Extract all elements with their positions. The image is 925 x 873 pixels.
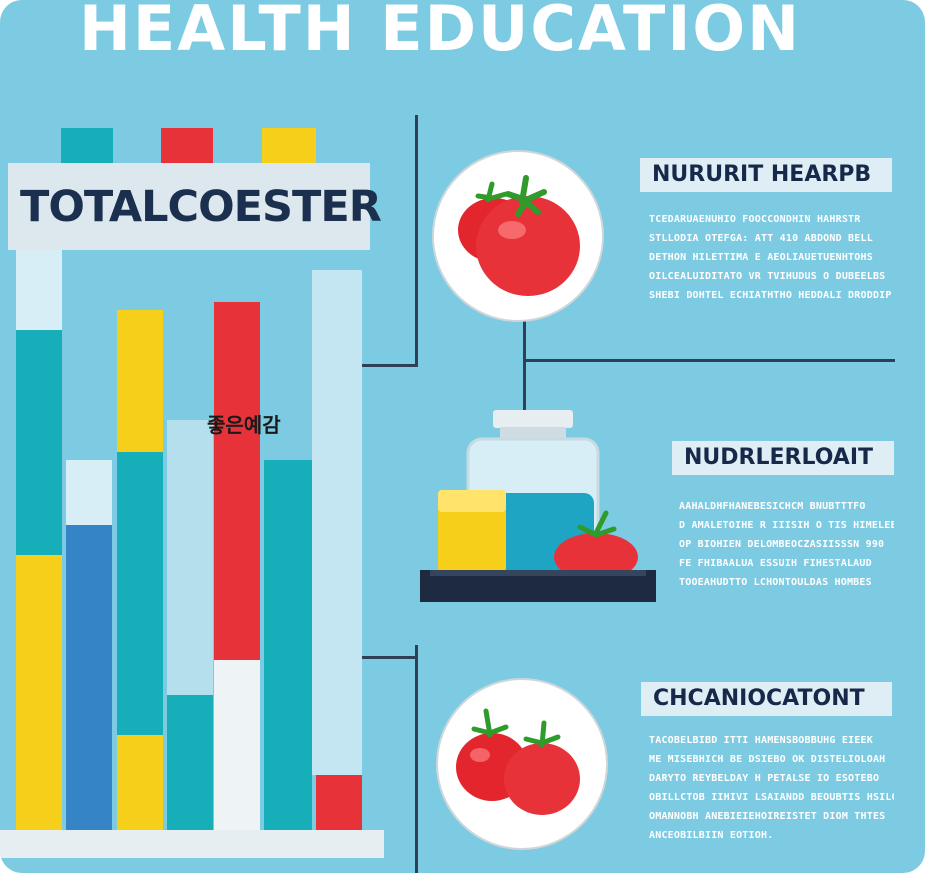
tomato-icon: [458, 175, 580, 296]
section-text-nudrlerloait: AAHALDHFHANEBESICHCM BNUBTTTFO D AMALETO…: [679, 501, 894, 588]
bar-7-red: [316, 775, 362, 830]
page-title: HEALTH EDUCATION: [78, 0, 802, 65]
section-text-nururit: TCEDARUAENUHIO FOOCCONDHIN HAHRSTR STLLO…: [649, 214, 892, 301]
bar-2-top: [66, 460, 112, 525]
connector-horizontal-top: [362, 364, 418, 367]
bar-3-teal: [117, 452, 163, 735]
section-title-nururit: NURURIT HEARPB: [640, 158, 892, 192]
bar-3-yellow-top: [117, 310, 163, 452]
connector-vertical-top: [415, 115, 418, 367]
section-title-nudrlerloait: NUDRLERLOAIT: [672, 441, 894, 475]
connector-horizontal-bottom: [362, 656, 418, 659]
bar-7-light: [312, 270, 362, 775]
bar-1-top: [16, 250, 62, 330]
bar-6-teal: [264, 460, 312, 830]
section-text-chcaniocatont: TACOBELBIBD ITTI HAMENSBOBBUHG EIEEK ME …: [649, 735, 894, 841]
section-title-chcaniocatont: CHCANIOCATONT: [641, 682, 892, 716]
chart-label-box: [8, 163, 370, 250]
connector-vertical-mid: [523, 320, 526, 410]
bar-5-red: [214, 302, 260, 660]
connector-vertical-bottom: [415, 645, 418, 873]
bar-5-white: [214, 660, 260, 830]
bar-4-teal: [167, 695, 213, 830]
bar-4-light: [167, 420, 213, 695]
bar-1-teal: [16, 330, 62, 555]
bar-3-yellow-bottom: [117, 735, 163, 830]
bar-2-blue: [66, 525, 112, 830]
chart-baseline: [0, 830, 384, 858]
jar-tray-icon: [420, 410, 656, 602]
overlay-korean-text: 좋은예감: [207, 413, 281, 437]
connector-horizontal-mid: [523, 359, 895, 362]
tomatoes-icon: [456, 708, 580, 815]
bar-1-yellow: [16, 555, 62, 830]
chart-label: TOTALCOESTER: [20, 182, 382, 232]
